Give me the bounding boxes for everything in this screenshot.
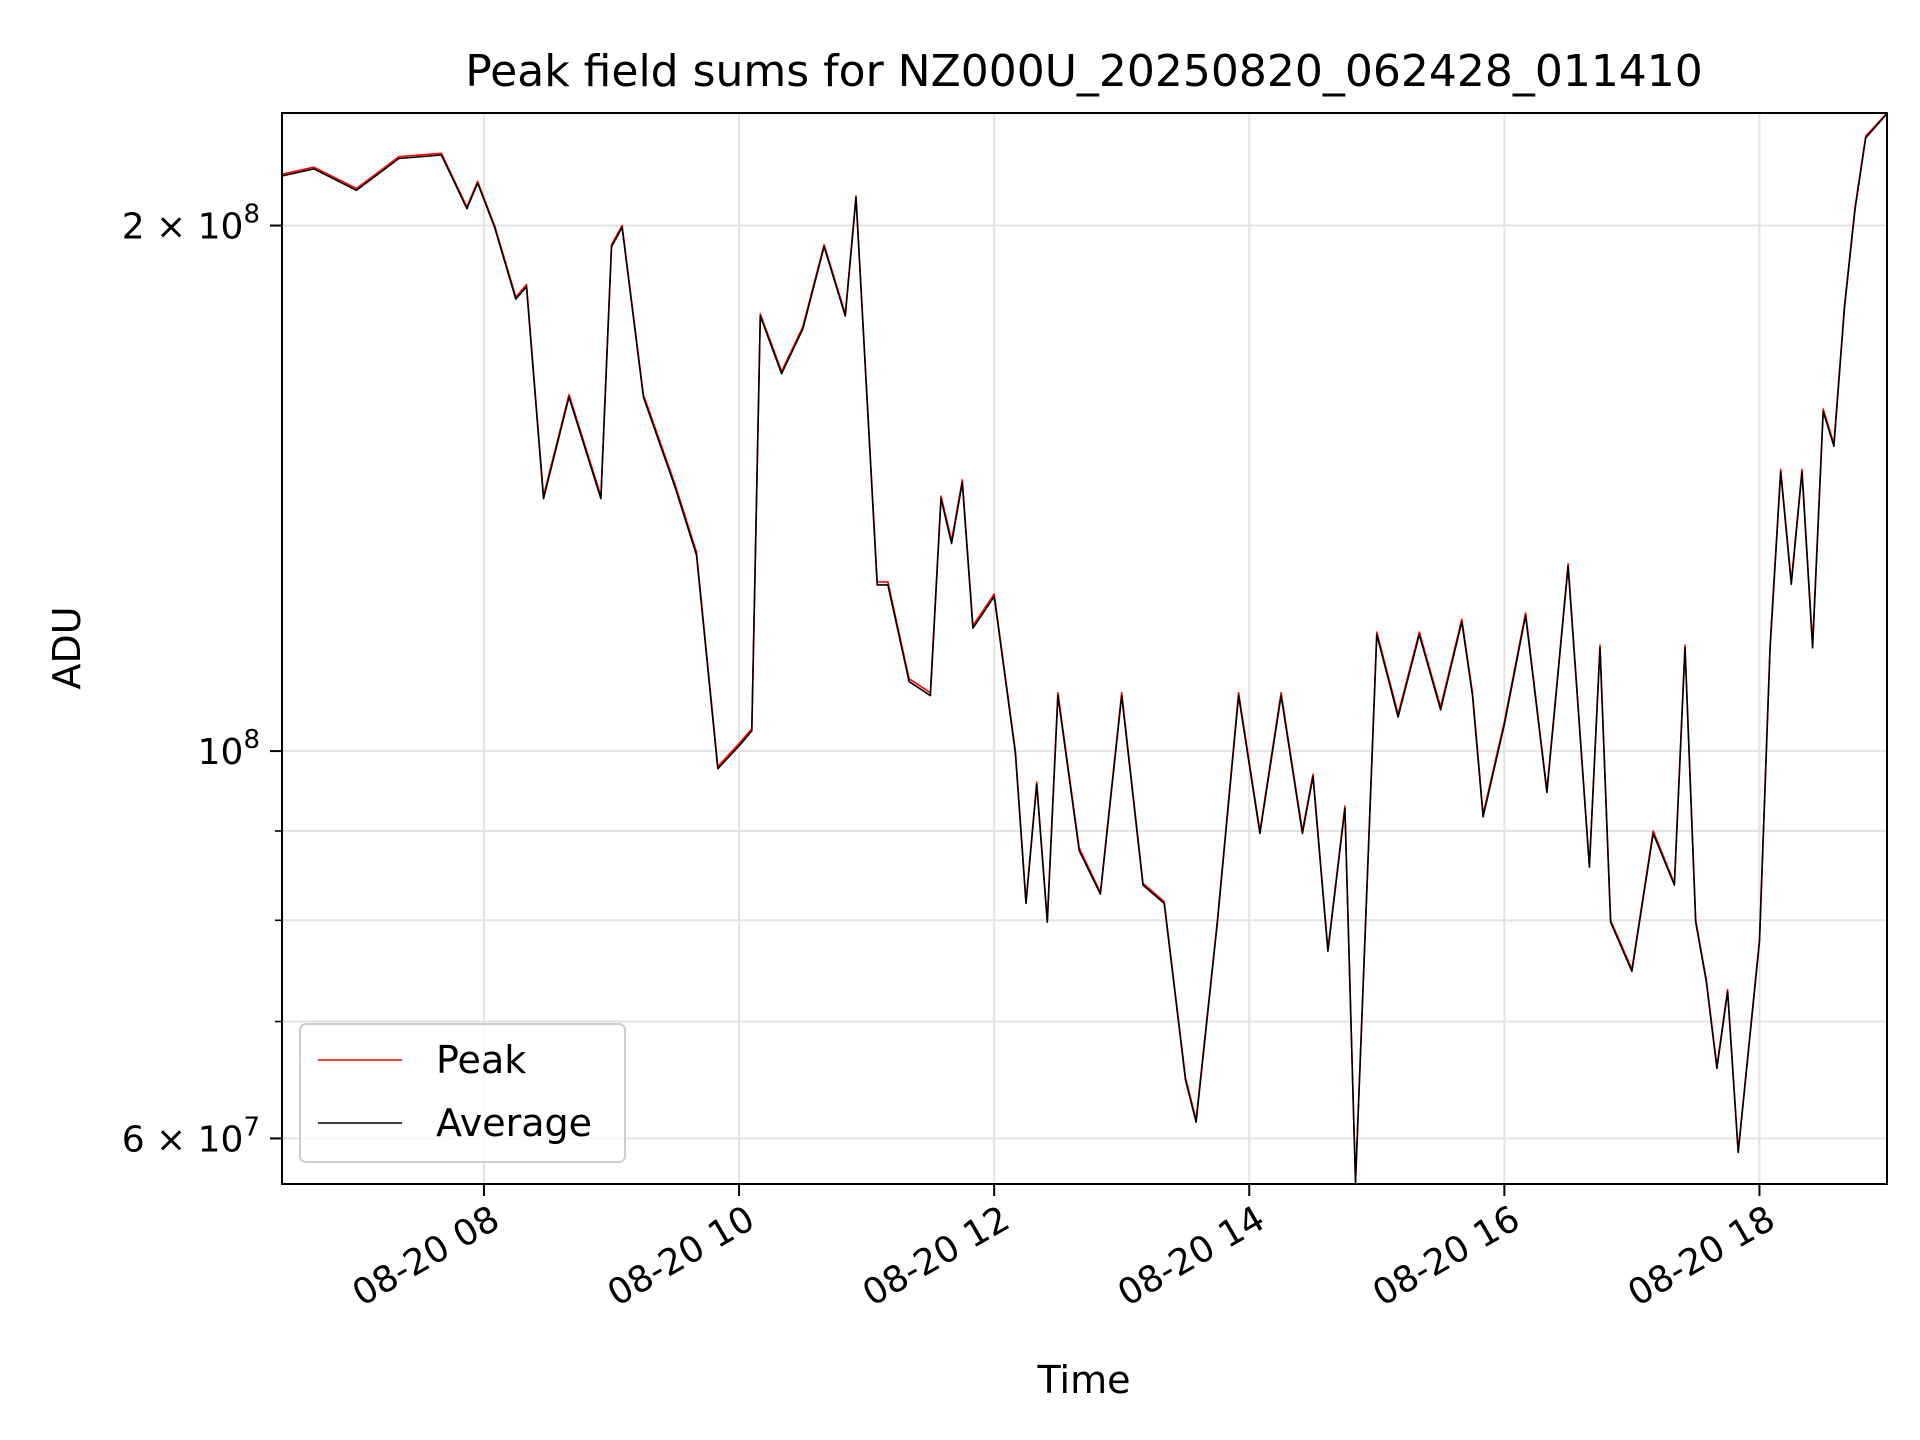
series-lines [282, 113, 1887, 1184]
x-tick-label: 08-20 14 [1111, 1198, 1272, 1314]
y-axis-label: ADU [45, 606, 89, 689]
series-line-average [282, 113, 1887, 1184]
legend-label-peak: Peak [436, 1038, 526, 1082]
legend: Peak Average [299, 1023, 626, 1163]
y-tick-label: 2 × 108 [122, 200, 260, 248]
x-tick-label: 08-20 12 [856, 1198, 1017, 1314]
y-tick-label: 108 [198, 725, 260, 773]
y-tick-label: 6 × 107 [122, 1112, 260, 1160]
x-axis-label: Time [1037, 1358, 1131, 1402]
legend-box [299, 1023, 626, 1163]
legend-label-average: Average [436, 1101, 592, 1145]
plot-frame [281, 112, 1888, 1185]
chart-title: Peak field sums for NZ000U_20250820_0624… [465, 46, 1703, 97]
x-tick-label: 08-20 08 [346, 1198, 507, 1314]
x-tick-label: 08-20 18 [1621, 1198, 1782, 1314]
x-tick-label: 08-20 10 [601, 1198, 762, 1314]
x-tick-label: 08-20 16 [1366, 1198, 1527, 1314]
